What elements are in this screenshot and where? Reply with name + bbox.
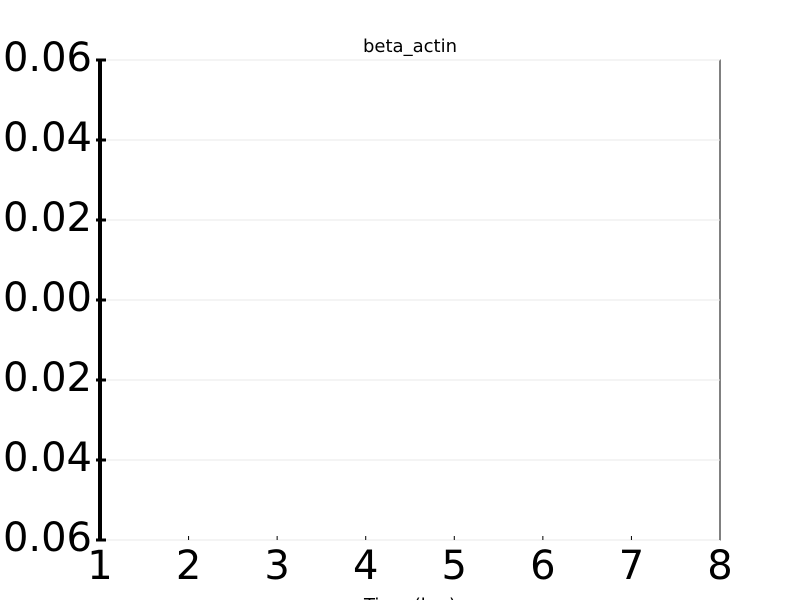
y-tick-label: 0.00 [3, 275, 92, 321]
x-axis-label: Time (hrs) [363, 595, 456, 600]
y-tick-label: 0.04 [3, 435, 92, 481]
x-tick-label: 8 [707, 543, 732, 589]
y-tick-label: 0.06 [3, 35, 92, 81]
y-tick-label: 0.02 [3, 355, 92, 401]
y-tick-label: 0.02 [3, 195, 92, 241]
x-tick-label: 5 [442, 543, 467, 589]
x-tick-label: 2 [176, 543, 201, 589]
x-tick-label: 4 [353, 543, 378, 589]
x-tick-label: 7 [619, 543, 644, 589]
x-tick-label: 1 [87, 543, 112, 589]
x-tick-label: 6 [530, 543, 555, 589]
x-tick-label: 3 [264, 543, 289, 589]
y-tick-label: 0.04 [3, 115, 92, 161]
chart-title: beta_actin [363, 36, 457, 57]
y-tick-label: 0.06 [3, 515, 92, 561]
